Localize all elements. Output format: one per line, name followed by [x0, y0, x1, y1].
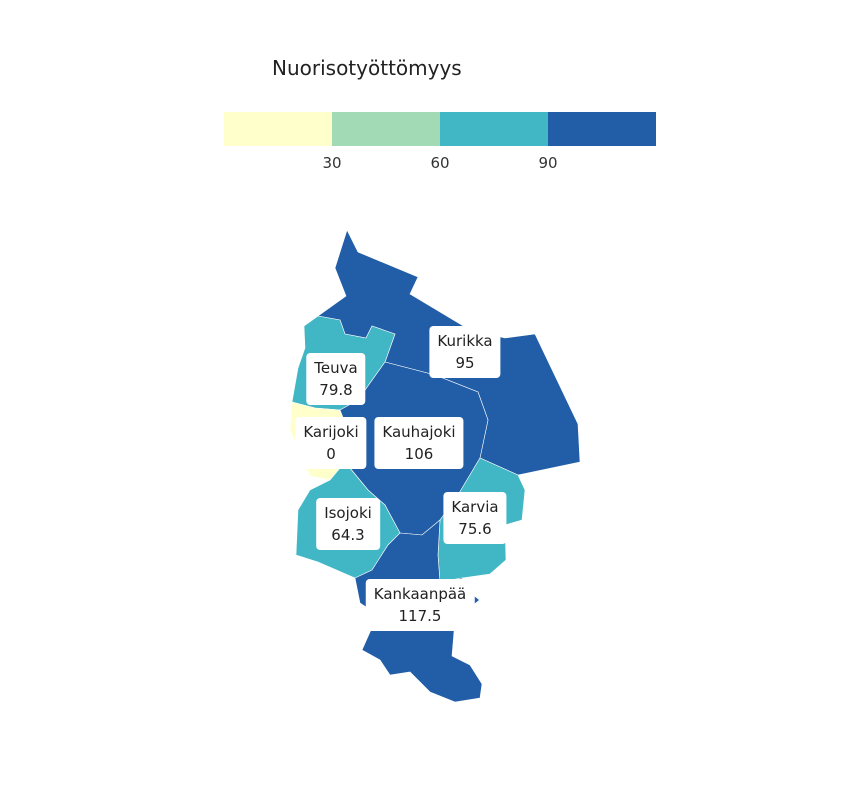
legend-swatch-3 [440, 112, 548, 146]
label-karvia: Karvia 75.6 [443, 492, 507, 544]
label-teuva-name: Teuva [314, 359, 358, 377]
label-teuva: Teuva 79.8 [306, 353, 366, 405]
label-kauhajoki-name: Kauhajoki [382, 423, 456, 441]
legend-color-bar [224, 112, 656, 146]
label-isojoki-name: Isojoki [324, 504, 372, 522]
label-kankaanpaa: Kankaanpää 117.5 [365, 579, 475, 631]
legend-tick-90: 90 [538, 154, 558, 172]
legend-tick-60: 60 [430, 154, 450, 172]
legend-tick-30: 30 [322, 154, 342, 172]
legend-swatch-2 [332, 112, 440, 146]
label-kankaanpaa-name: Kankaanpää [373, 585, 467, 603]
label-kurikka: Kurikka 95 [429, 326, 501, 378]
label-kauhajoki: Kauhajoki 106 [374, 417, 464, 469]
label-isojoki-value: 64.3 [331, 526, 365, 544]
label-karvia-value: 75.6 [458, 520, 492, 538]
label-karijoki-value: 0 [326, 445, 336, 463]
legend-swatch-4 [548, 112, 656, 146]
label-teuva-value: 79.8 [319, 381, 353, 399]
legend: 30 60 90 [0, 0, 864, 200]
label-kurikka-name: Kurikka [437, 332, 493, 350]
label-karijoki: Karijoki 0 [295, 417, 367, 469]
legend-swatch-1 [224, 112, 332, 146]
label-kurikka-value: 95 [455, 354, 475, 372]
map-title: Nuorisotyöttömyys [272, 56, 462, 80]
arrow-marker-icon [474, 596, 479, 604]
label-kauhajoki-value: 106 [404, 445, 434, 463]
label-isojoki: Isojoki 64.3 [316, 498, 380, 550]
label-karvia-name: Karvia [451, 498, 499, 516]
label-kankaanpaa-value: 117.5 [398, 607, 442, 625]
label-karijoki-name: Karijoki [303, 423, 359, 441]
